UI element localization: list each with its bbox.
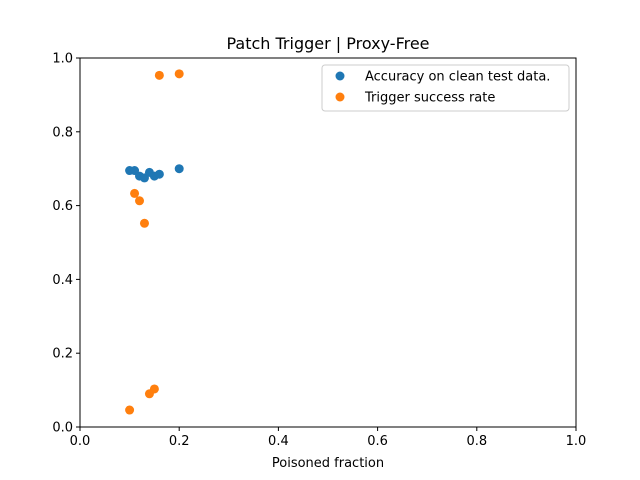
data-point-series-2 [135, 196, 145, 206]
x-axis: 0.0 0.2 0.4 0.6 0.8 1.0 [70, 427, 587, 449]
y-tick-label: 0.6 [52, 199, 73, 214]
y-tick-label: 0.0 [52, 421, 73, 436]
y-tick-label: 1.0 [52, 52, 73, 67]
y-tick-label: 0.2 [52, 347, 73, 362]
x-tick-label: 0.0 [70, 434, 91, 449]
x-tick-label: 0.2 [169, 434, 190, 449]
x-tick-label: 0.6 [367, 434, 388, 449]
legend-marker [335, 92, 345, 102]
legend-marker [335, 71, 345, 81]
y-axis: 0.0 0.2 0.4 0.6 0.8 1.0 [52, 52, 80, 436]
data-point-series-2 [154, 70, 164, 80]
legend: Accuracy on clean test data. Trigger succ… [321, 64, 570, 112]
plot-area [79, 57, 577, 428]
y-tick-label: 0.4 [52, 273, 73, 288]
x-tick-label: 0.4 [268, 434, 289, 449]
data-point-series-2 [125, 405, 135, 415]
legend-box [321, 64, 570, 112]
data-point-series-2 [130, 188, 140, 198]
data-points [125, 69, 184, 415]
data-point-series-2 [149, 384, 159, 394]
x-axis-label: Poisoned fraction [272, 456, 384, 471]
legend-entry-label: Trigger success rate [364, 91, 495, 106]
x-tick-label: 1.0 [566, 434, 587, 449]
data-point-series-2 [139, 218, 149, 228]
y-tick-label: 0.8 [52, 125, 73, 140]
data-point-series-2 [174, 69, 184, 79]
data-point-series-1 [174, 164, 184, 174]
chart-title: Patch Trigger | Proxy-Free [226, 34, 429, 53]
data-point-series-1 [154, 169, 164, 179]
legend-entry-label: Accuracy on clean test data. [365, 70, 550, 85]
x-tick-label: 0.8 [466, 434, 487, 449]
